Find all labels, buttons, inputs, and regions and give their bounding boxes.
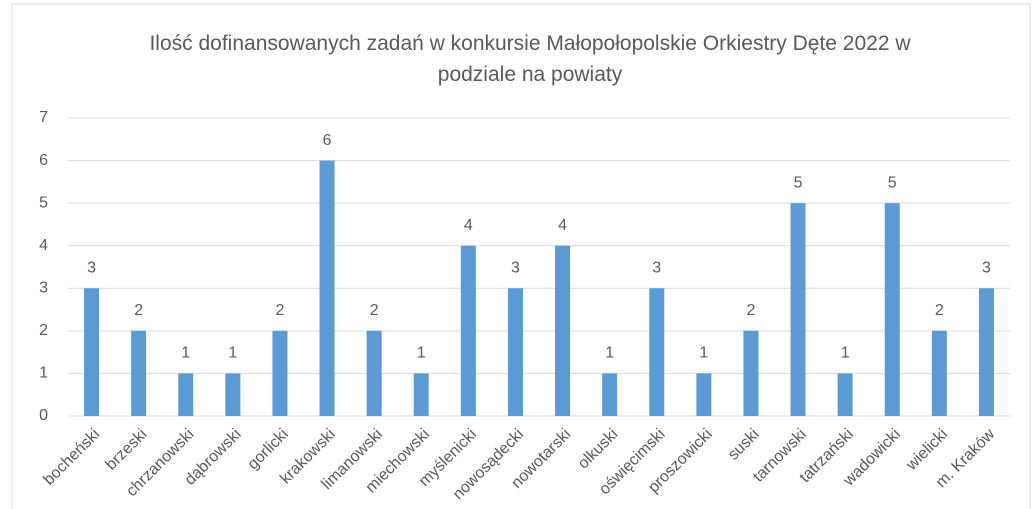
- y-tick-label: 1: [39, 365, 48, 382]
- x-tick-label: brzeski: [103, 426, 151, 474]
- bar: [178, 373, 194, 416]
- bar: [272, 330, 288, 416]
- bar: [978, 288, 994, 416]
- bar: [366, 330, 382, 416]
- bar: [931, 330, 947, 416]
- data-label: 2: [370, 302, 379, 319]
- data-label: 5: [888, 174, 897, 191]
- data-label: 3: [87, 260, 96, 277]
- data-label: 2: [134, 302, 143, 319]
- bar: [413, 373, 429, 416]
- x-tick-label: olkuski: [575, 426, 622, 473]
- y-tick-label: 2: [39, 322, 48, 339]
- chart-title: Ilość dofinansowanych zadań w konkursie …: [149, 32, 911, 86]
- data-label: 4: [558, 217, 567, 234]
- bar: [790, 203, 806, 416]
- bar: [131, 330, 147, 416]
- bar: [84, 288, 100, 416]
- data-label: 1: [699, 345, 708, 362]
- data-label: 1: [228, 345, 237, 362]
- bar: [602, 373, 618, 416]
- bar: [884, 203, 900, 416]
- data-label: 1: [417, 345, 426, 362]
- x-tick-label: suski: [725, 426, 763, 464]
- data-label: 1: [181, 345, 190, 362]
- y-tick-label: 6: [39, 152, 48, 169]
- bar: [225, 373, 241, 416]
- y-tick-label: 3: [39, 280, 48, 297]
- y-tick-label: 5: [39, 194, 48, 211]
- bar: [743, 330, 759, 416]
- data-label: 4: [464, 217, 473, 234]
- data-label: 6: [323, 132, 332, 149]
- data-label: 1: [841, 345, 850, 362]
- bar: [507, 288, 523, 416]
- y-tick-label: 0: [39, 407, 48, 424]
- data-label: 5: [794, 174, 803, 191]
- y-tick-label: 4: [39, 237, 48, 254]
- data-label: 1: [605, 345, 614, 362]
- data-label: 2: [746, 302, 755, 319]
- bar: [319, 160, 335, 416]
- bar: [837, 373, 853, 416]
- bar: [555, 245, 571, 416]
- bar: [696, 373, 712, 416]
- bar: [649, 288, 665, 416]
- data-label: 3: [982, 260, 991, 277]
- x-tick-label: bocheński: [40, 426, 103, 489]
- bar: [460, 245, 476, 416]
- chart-frame: [11, 3, 1031, 509]
- y-tick-label: 7: [39, 109, 48, 126]
- data-label: 3: [511, 260, 520, 277]
- data-label: 2: [275, 302, 284, 319]
- data-label: 2: [935, 302, 944, 319]
- data-label: 3: [652, 260, 661, 277]
- x-tick-label: gorlicki: [245, 426, 292, 473]
